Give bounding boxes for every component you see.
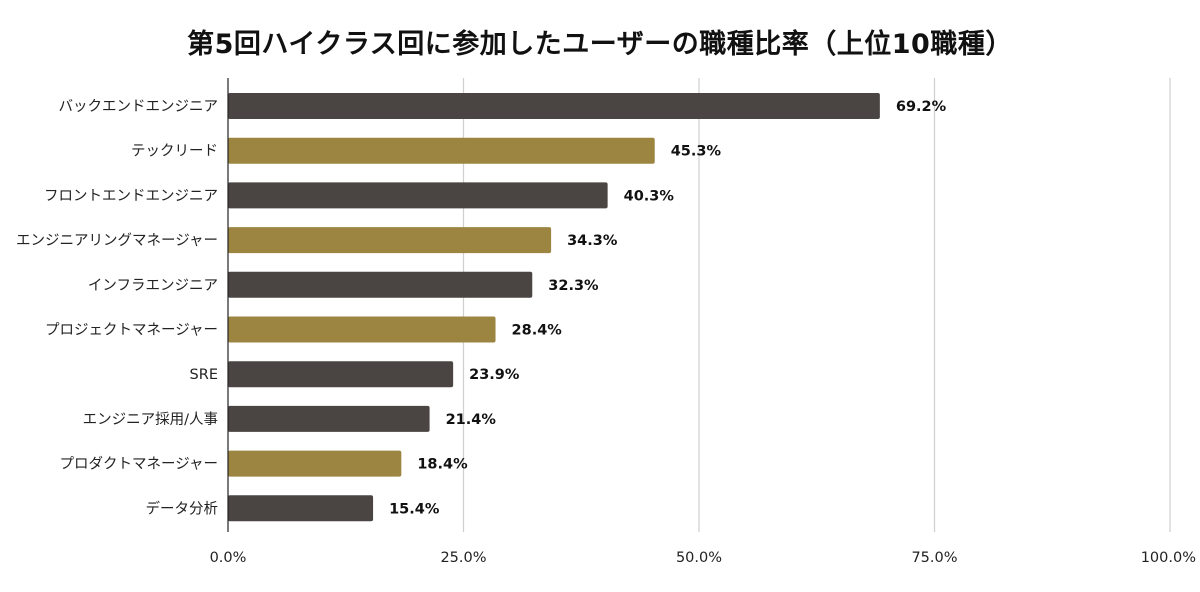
category-label-1: テックリード [131,143,218,160]
x-tick-label-4: 100.0% [1141,550,1196,566]
ticks-layer: 0.0% 25.0% 50.0% 75.0% 100.0% [210,550,1196,566]
category-label-3: エンジニアリングマネージャー [16,232,218,249]
category-label-8: プロダクトマネージャー [60,456,218,473]
bar-5 [228,316,496,343]
bars-layer [228,93,880,522]
category-label-5: プロジェクトマネージャー [45,322,218,339]
value-label-6: 23.9% [469,367,520,383]
labels-layer: バックエンドエンジニア 69.2% テックリード 45.3% フロントエンドエンジニア 4… [16,98,947,517]
chart-title: 第5回ハイクラス回に参加したユーザーの職種比率（上位10職種） [187,29,1013,60]
value-label-3: 34.3% [567,233,618,249]
value-label-1: 45.3% [671,144,722,160]
category-label-0: バックエンドエンジニア [59,98,219,115]
value-label-9: 15.4% [389,501,440,517]
value-label-4: 32.3% [548,278,599,294]
bar-8 [228,450,402,477]
value-label-2: 40.3% [624,188,675,204]
x-tick-label-1: 25.0% [440,550,486,566]
bar-7 [228,405,430,432]
category-label-2: フロントエンドエンジニア [44,188,218,204]
bar-0 [228,93,880,119]
x-tick-label-2: 50.0% [676,550,722,566]
category-label-9: データ分析 [146,499,219,517]
bar-6 [228,361,454,388]
value-label-0: 69.2% [896,99,947,115]
value-label-7: 21.4% [446,412,497,428]
bar-3 [228,227,552,254]
bar-9 [228,495,374,522]
value-label-5: 28.4% [512,323,563,339]
x-tick-label-3: 75.0% [911,550,957,566]
category-label-4: インフラエンジニア [88,278,218,294]
value-label-8: 18.4% [417,457,468,473]
category-label-6: SRE [190,367,218,383]
x-tick-label-0: 0.0% [210,550,247,566]
bar-1 [228,137,655,164]
bar-4 [228,271,533,298]
bar-2 [228,182,608,209]
category-label-7: エンジニア採用/人事 [83,411,218,428]
